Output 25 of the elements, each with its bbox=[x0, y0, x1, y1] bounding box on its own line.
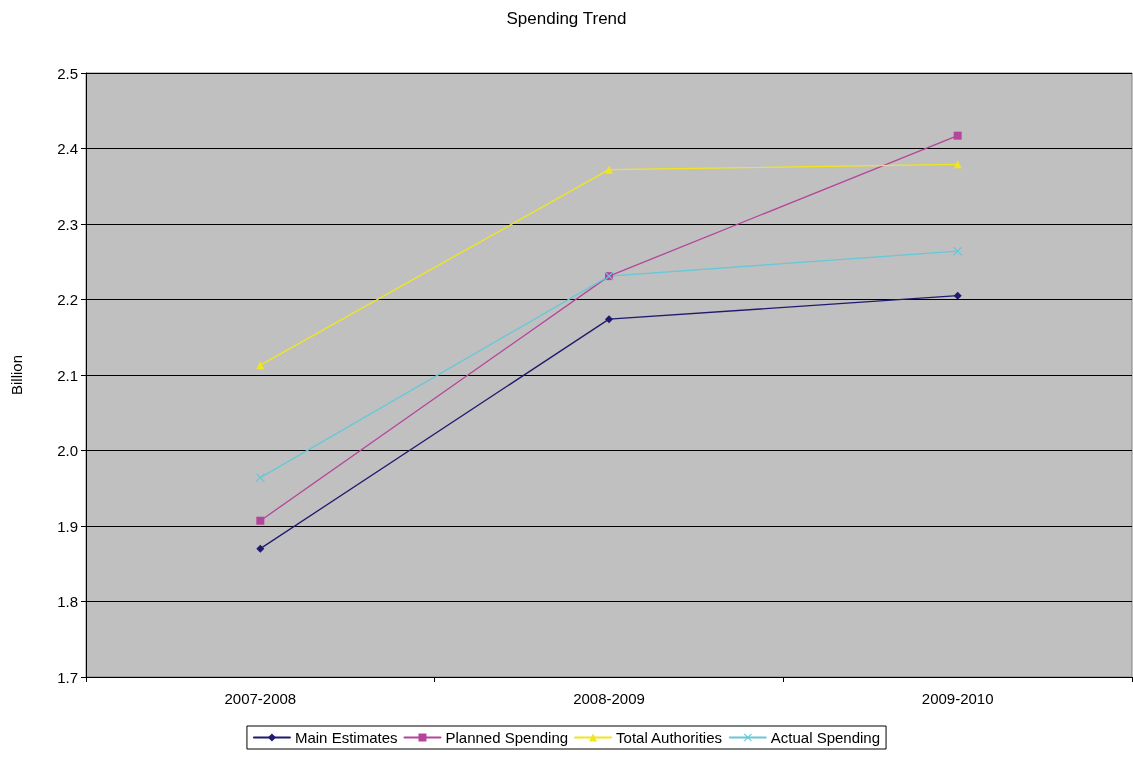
y-axis-title: Billion bbox=[8, 354, 25, 396]
point bbox=[256, 544, 265, 553]
chart-title: Spending Trend bbox=[506, 9, 627, 28]
point bbox=[953, 246, 963, 256]
point bbox=[605, 165, 613, 174]
y-tick-label: 2.0 bbox=[57, 442, 78, 459]
point bbox=[953, 131, 962, 140]
point bbox=[953, 291, 962, 300]
point bbox=[605, 315, 613, 324]
y-tick-label: 2.1 bbox=[57, 366, 78, 384]
legend-label: Planned Spending bbox=[445, 729, 569, 746]
y-tick-label: 2.5 bbox=[57, 64, 78, 82]
legend-label: Main Estimates bbox=[294, 729, 398, 746]
legend-label: Actual Spending bbox=[770, 729, 881, 746]
point bbox=[256, 516, 265, 525]
y-tick-label: 1.7 bbox=[57, 668, 78, 686]
y-tick-label: 2.4 bbox=[57, 140, 78, 157]
y-tick-label: 1.9 bbox=[57, 517, 78, 535]
y-tick-label: 2.2 bbox=[57, 291, 78, 308]
y-tick-label: 2.3 bbox=[57, 215, 78, 233]
x-tick-label: 2007-2008 bbox=[224, 690, 297, 707]
x-tick-label: 2008-2009 bbox=[573, 690, 645, 707]
y-tick-label: 1.8 bbox=[57, 593, 78, 610]
legend-label: Total Authorities bbox=[616, 729, 722, 746]
x-tick-label: 2009-2010 bbox=[921, 690, 994, 707]
